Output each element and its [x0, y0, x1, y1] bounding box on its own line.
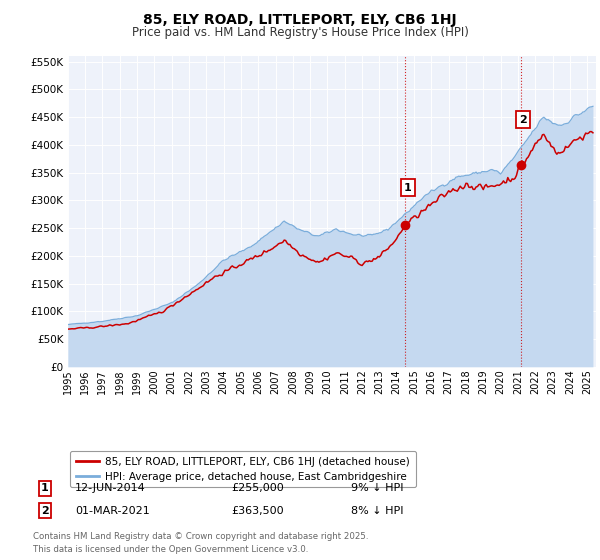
Text: £363,500: £363,500	[231, 506, 284, 516]
Legend: 85, ELY ROAD, LITTLEPORT, ELY, CB6 1HJ (detached house), HPI: Average price, det: 85, ELY ROAD, LITTLEPORT, ELY, CB6 1HJ (…	[70, 451, 416, 487]
Text: 2: 2	[41, 506, 49, 516]
Text: Price paid vs. HM Land Registry's House Price Index (HPI): Price paid vs. HM Land Registry's House …	[131, 26, 469, 39]
Text: 1: 1	[404, 183, 412, 193]
Text: 9% ↓ HPI: 9% ↓ HPI	[351, 483, 404, 493]
Text: 12-JUN-2014: 12-JUN-2014	[75, 483, 146, 493]
Text: 2: 2	[520, 115, 527, 124]
Text: 1: 1	[41, 483, 49, 493]
Text: Contains HM Land Registry data © Crown copyright and database right 2025.
This d: Contains HM Land Registry data © Crown c…	[33, 532, 368, 553]
Text: £255,000: £255,000	[231, 483, 284, 493]
Text: 85, ELY ROAD, LITTLEPORT, ELY, CB6 1HJ: 85, ELY ROAD, LITTLEPORT, ELY, CB6 1HJ	[143, 13, 457, 27]
Text: 01-MAR-2021: 01-MAR-2021	[75, 506, 150, 516]
Text: 8% ↓ HPI: 8% ↓ HPI	[351, 506, 404, 516]
